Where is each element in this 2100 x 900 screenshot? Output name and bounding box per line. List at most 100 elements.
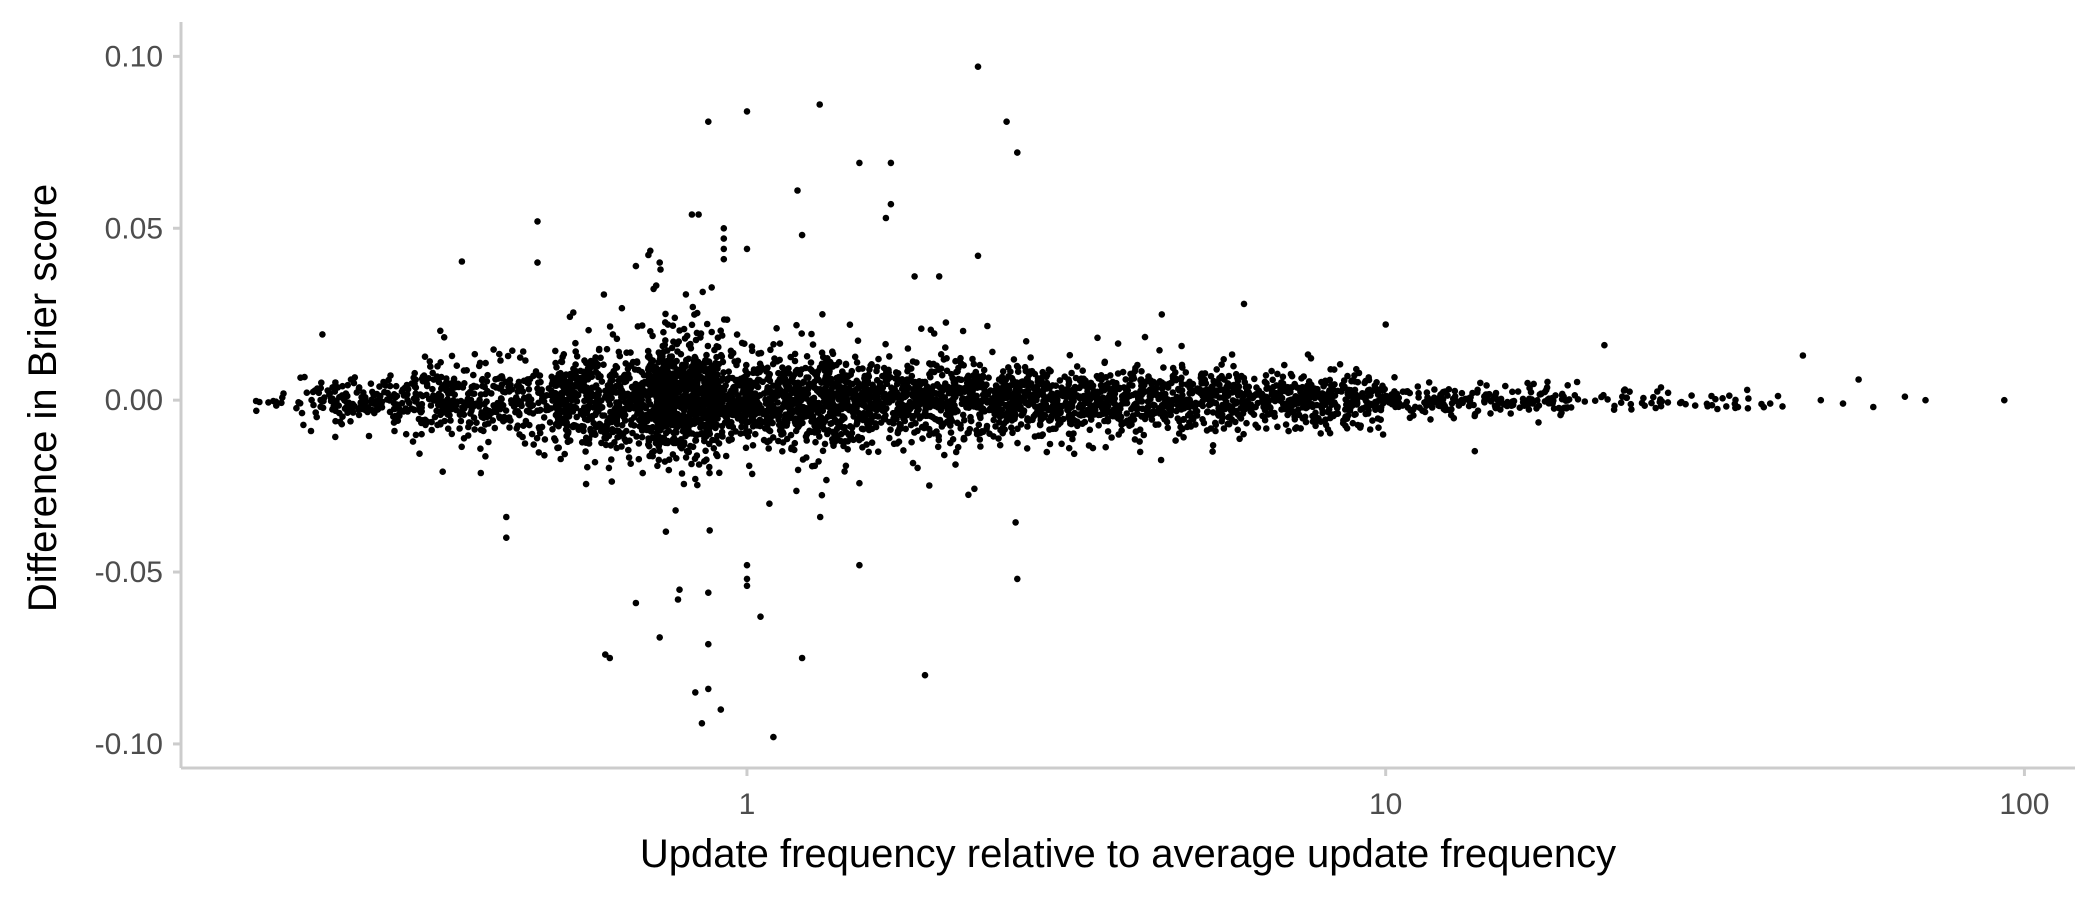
data-point xyxy=(1234,377,1242,385)
data-point xyxy=(612,371,619,379)
data-point xyxy=(516,382,523,390)
data-point xyxy=(766,377,774,385)
data-point xyxy=(1213,366,1220,373)
data-point xyxy=(974,63,982,70)
data-point xyxy=(1100,410,1107,418)
data-point xyxy=(448,352,456,360)
data-point xyxy=(776,340,784,347)
data-point xyxy=(720,369,727,376)
data-point xyxy=(685,355,692,363)
data-point xyxy=(674,348,681,355)
data-point xyxy=(1177,423,1184,431)
data-point xyxy=(853,359,861,366)
data-point xyxy=(435,393,443,401)
data-point xyxy=(573,353,581,360)
data-point xyxy=(770,733,777,741)
data-point xyxy=(1000,420,1008,427)
data-point xyxy=(674,596,682,603)
data-point xyxy=(429,395,436,402)
data-point xyxy=(951,388,958,395)
data-point xyxy=(1011,401,1018,408)
data-point xyxy=(412,376,420,384)
data-point xyxy=(618,304,626,312)
data-point xyxy=(670,371,678,378)
data-point xyxy=(1203,427,1211,434)
data-point xyxy=(986,430,993,438)
data-point xyxy=(862,416,870,424)
data-point xyxy=(1098,384,1106,391)
x-tick-label: 100 xyxy=(1999,788,2049,821)
data-point xyxy=(446,411,453,419)
data-point xyxy=(1263,393,1270,401)
data-point xyxy=(1020,407,1028,414)
data-point xyxy=(938,423,946,430)
data-point xyxy=(1160,364,1167,371)
data-point xyxy=(749,442,757,449)
data-point xyxy=(887,390,895,397)
data-point xyxy=(1187,389,1195,396)
data-point xyxy=(653,394,660,402)
data-point xyxy=(726,390,733,398)
data-point xyxy=(755,350,762,357)
data-point xyxy=(786,383,793,391)
data-point xyxy=(534,259,541,266)
data-point xyxy=(635,440,643,447)
data-point xyxy=(1477,379,1484,387)
data-point xyxy=(976,401,984,408)
data-point xyxy=(965,491,972,499)
data-point xyxy=(1344,405,1351,412)
data-point xyxy=(691,353,699,361)
data-point xyxy=(679,411,687,419)
data-point xyxy=(681,363,689,371)
data-point xyxy=(869,381,876,389)
data-point xyxy=(1377,416,1384,424)
data-point xyxy=(1212,427,1219,435)
data-point xyxy=(1161,409,1168,417)
data-point xyxy=(893,380,901,388)
data-point xyxy=(582,434,590,442)
data-point xyxy=(516,354,524,361)
data-point xyxy=(1180,434,1187,441)
data-point xyxy=(1081,418,1089,426)
data-point xyxy=(766,427,774,435)
data-point xyxy=(616,429,624,437)
y-tick-label: -0.05 xyxy=(95,556,163,589)
data-point xyxy=(1600,391,1607,399)
data-point xyxy=(399,386,407,393)
data-point xyxy=(444,396,451,403)
data-point xyxy=(689,303,697,311)
data-point xyxy=(835,421,842,429)
data-point xyxy=(1017,421,1025,428)
data-point xyxy=(814,376,822,383)
data-point xyxy=(956,389,964,397)
data-point xyxy=(623,427,630,435)
data-point xyxy=(1263,401,1270,408)
data-point xyxy=(858,434,866,442)
data-point xyxy=(1322,380,1329,388)
data-point xyxy=(600,361,607,369)
data-point xyxy=(1366,426,1374,433)
data-point xyxy=(658,438,666,446)
data-point xyxy=(816,415,824,423)
data-point xyxy=(552,437,559,444)
data-point xyxy=(667,402,674,409)
data-point xyxy=(572,361,579,368)
data-point xyxy=(856,479,863,487)
data-point xyxy=(619,390,627,397)
data-point xyxy=(717,351,725,359)
data-point xyxy=(810,399,817,406)
data-point xyxy=(552,421,560,428)
data-point xyxy=(1591,397,1599,405)
data-point xyxy=(694,481,701,489)
x-tick-label: 10 xyxy=(1369,788,1402,821)
data-point xyxy=(1328,382,1335,389)
data-point xyxy=(770,341,777,348)
data-point xyxy=(797,405,804,413)
data-point xyxy=(969,355,976,363)
data-point xyxy=(698,720,706,727)
data-point xyxy=(1013,362,1021,370)
data-point xyxy=(926,482,933,489)
data-point xyxy=(441,417,448,425)
data-point xyxy=(717,327,724,335)
data-point xyxy=(497,357,504,364)
